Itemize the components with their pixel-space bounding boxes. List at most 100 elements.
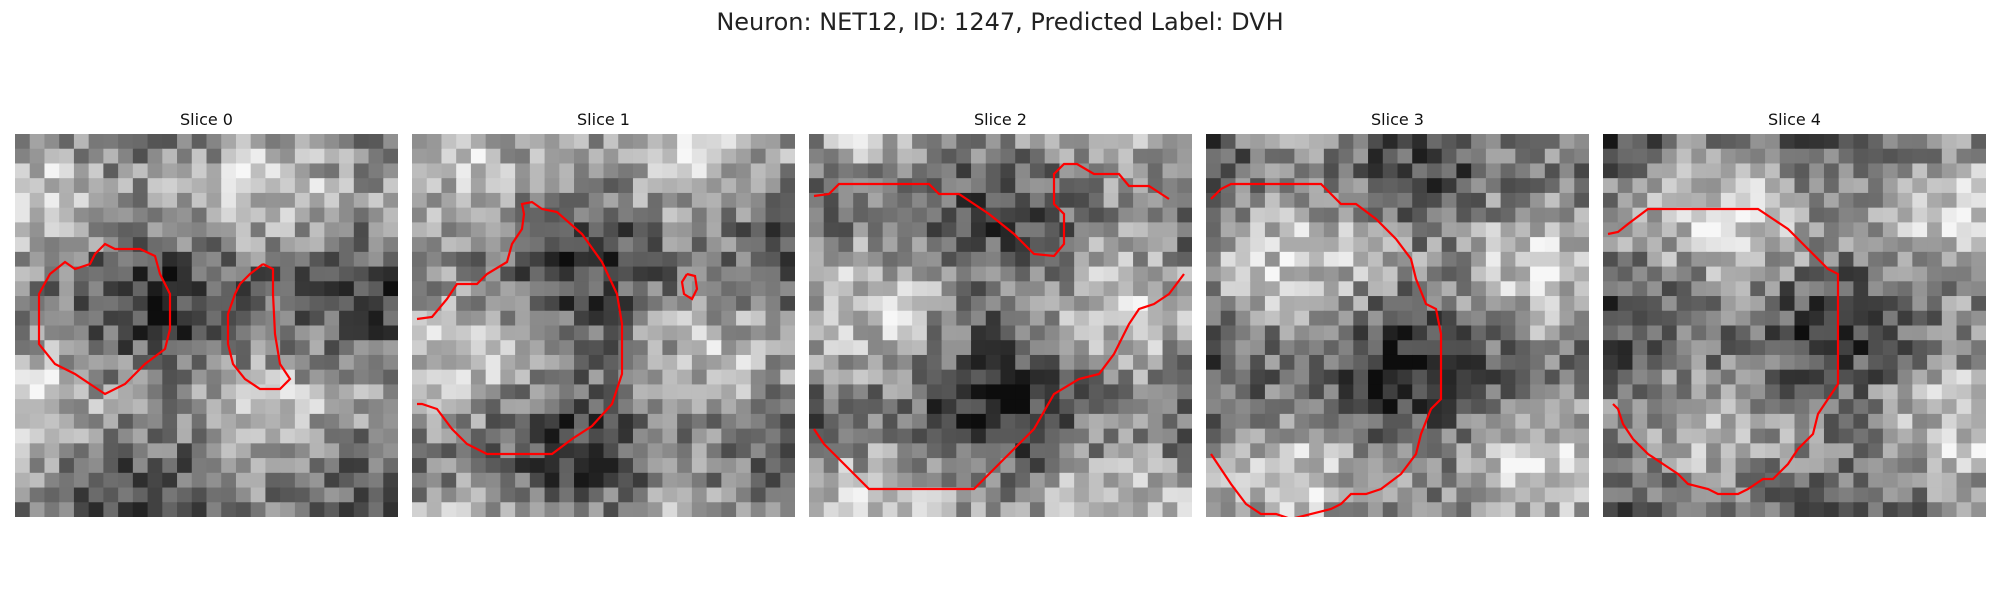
pixel	[912, 472, 928, 489]
pixel	[1177, 237, 1192, 253]
pixel	[780, 310, 795, 327]
pixel	[44, 369, 60, 386]
pixel	[1632, 281, 1648, 297]
pixel	[1397, 502, 1413, 517]
pixel	[368, 251, 384, 268]
pixel	[559, 413, 575, 430]
pixel	[1779, 325, 1796, 341]
pixel	[721, 281, 737, 297]
pixel	[559, 384, 575, 400]
pixel	[470, 178, 487, 194]
pixel	[1809, 222, 1825, 238]
pixel	[780, 325, 795, 341]
pixel	[1971, 178, 1986, 194]
pixel	[765, 134, 781, 150]
pixel	[132, 207, 149, 223]
pixel	[1500, 222, 1516, 238]
pixel	[662, 134, 678, 150]
pixel	[1706, 354, 1722, 371]
pixel	[926, 281, 943, 297]
pixel	[1309, 251, 1325, 268]
pixel	[1471, 134, 1487, 150]
pixel	[1441, 163, 1458, 179]
pixel	[1559, 310, 1575, 327]
pixel	[1500, 413, 1516, 430]
pixel	[1235, 472, 1251, 489]
pixel	[368, 237, 384, 253]
pixel	[177, 487, 193, 503]
pixel	[15, 296, 31, 312]
pixel	[1661, 178, 1678, 194]
pixel	[1412, 163, 1428, 179]
pixel	[912, 413, 928, 430]
pixel	[324, 369, 340, 386]
pixel	[1706, 443, 1722, 459]
pixel	[1838, 340, 1855, 356]
pixel	[1133, 399, 1149, 415]
pixel	[1544, 399, 1561, 415]
pixel	[1029, 207, 1046, 223]
pixel	[1177, 192, 1192, 209]
pixel	[339, 222, 355, 238]
pixel	[426, 310, 443, 327]
pixel	[1220, 222, 1237, 238]
pixel	[1412, 207, 1428, 223]
pixel	[235, 413, 252, 430]
pixel	[1661, 487, 1678, 503]
pixel	[1088, 399, 1105, 415]
pixel	[309, 148, 325, 165]
pixel	[1750, 458, 1766, 474]
pixel	[1456, 296, 1472, 312]
pixel	[1264, 237, 1281, 253]
pixel	[280, 163, 296, 179]
slice-image	[1206, 134, 1589, 517]
pixel	[1779, 134, 1796, 150]
pixel	[1500, 340, 1516, 356]
pixel	[412, 443, 428, 459]
pixel	[147, 237, 163, 253]
pixel	[1074, 502, 1090, 517]
pixel	[1765, 266, 1781, 282]
pixel	[750, 296, 767, 312]
pixel	[1735, 178, 1751, 194]
pixel	[1971, 325, 1986, 341]
pixel	[765, 207, 781, 223]
pixel	[1118, 281, 1134, 297]
pixel	[1382, 163, 1399, 179]
pixel	[206, 222, 222, 238]
pixel	[1941, 384, 1958, 400]
pixel	[206, 472, 222, 489]
pixel	[294, 354, 311, 371]
pixel	[632, 296, 649, 312]
pixel	[926, 340, 943, 356]
pixel	[1617, 192, 1634, 209]
pixel	[838, 310, 854, 327]
pixel	[221, 251, 237, 268]
pixel	[662, 369, 678, 386]
pixel	[1485, 428, 1502, 444]
pixel	[456, 222, 472, 238]
pixel	[1456, 340, 1472, 356]
pixel	[1882, 192, 1899, 209]
pixel	[559, 399, 575, 415]
pixel	[838, 222, 854, 238]
pixel	[1235, 251, 1251, 268]
pixel	[1765, 222, 1781, 238]
pixel	[1956, 399, 1972, 415]
pixel	[1720, 192, 1737, 209]
pixel	[662, 178, 678, 194]
pixel	[1471, 207, 1487, 223]
pixel	[1147, 251, 1164, 268]
pixel	[529, 296, 546, 312]
pixel	[897, 502, 913, 517]
pixel	[29, 222, 46, 238]
pixel	[1338, 428, 1354, 444]
pixel	[1264, 340, 1281, 356]
pixel	[1912, 502, 1928, 517]
pixel	[867, 222, 884, 238]
pixel	[647, 354, 664, 371]
pixel	[235, 296, 252, 312]
pixel	[426, 148, 443, 165]
pixel	[1368, 458, 1384, 474]
pixel	[309, 266, 325, 282]
